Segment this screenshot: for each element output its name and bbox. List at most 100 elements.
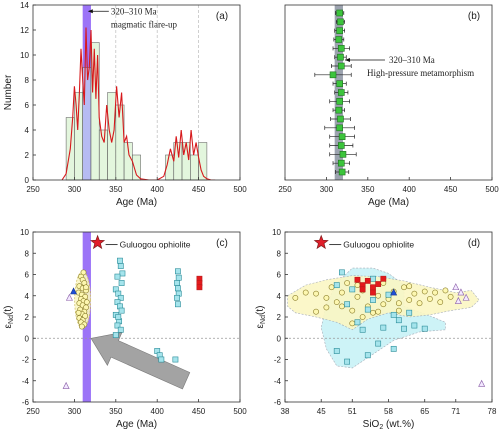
data-point-square (172, 356, 179, 363)
data-point-circle (416, 300, 423, 307)
data-point-square (333, 348, 340, 354)
data-point-circle (380, 301, 387, 308)
x-tick-label: 250 (26, 407, 40, 416)
data-point-square (411, 322, 418, 329)
data-point-square (112, 332, 119, 338)
y-label-main: ε (255, 323, 266, 328)
y-tick-label: 10 (20, 228, 29, 237)
data-point-triangle (462, 293, 470, 301)
annotation-arrowhead (344, 58, 350, 62)
x-tick-label: 500 (233, 185, 247, 194)
histogram-bar (190, 154, 199, 181)
data-point-square (158, 356, 165, 363)
x-tick-label: 350 (109, 185, 123, 194)
y-tick-label: 6 (25, 101, 30, 110)
data-point-square (370, 275, 376, 282)
data-point-square (375, 340, 382, 347)
panel-label: (c) (216, 238, 228, 249)
data-point-circle (354, 282, 361, 289)
y-axis-label: εNd(t) (255, 306, 267, 329)
x-tick-label: 350 (109, 407, 123, 416)
age-point (336, 124, 343, 132)
data-point-square (364, 352, 371, 359)
data-point-square (344, 301, 350, 308)
age-point (336, 9, 343, 17)
y-tick-label: 8 (277, 249, 282, 258)
y-tick-label: 4 (277, 292, 282, 301)
data-point-square (359, 326, 366, 333)
data-point-square (333, 282, 340, 289)
age-point (337, 115, 344, 123)
data-point-circle (395, 307, 402, 314)
density-curve (61, 27, 216, 180)
age-point (336, 80, 343, 87)
data-point-circle (406, 283, 413, 290)
annotation-text: magmatic flare-up (111, 19, 178, 29)
data-point-circle (78, 323, 85, 330)
y-label-main: ε (3, 323, 14, 328)
data-point-triangle (454, 296, 462, 304)
data-point-circle (349, 320, 356, 327)
data-point-circle (432, 289, 438, 296)
age-point (336, 27, 343, 34)
data-point-square (339, 269, 345, 276)
data-point-circle (349, 307, 356, 314)
x-tick-label: 450 (192, 407, 206, 416)
data-point-square (395, 317, 402, 324)
data-point-square (117, 257, 123, 264)
data-point-circle (80, 269, 87, 276)
data-point-square (114, 273, 121, 280)
data-point-circle (447, 293, 454, 300)
histogram-bar (82, 67, 92, 181)
age-point (338, 168, 346, 176)
data-point-circle (411, 290, 418, 297)
data-point-square (117, 326, 124, 333)
star-label: Guluogou ophiolite (120, 240, 191, 250)
x-tick-label: 450 (444, 185, 458, 194)
data-point-circle (328, 284, 335, 291)
data-point-square (196, 284, 203, 291)
x-axis-label: Age (Ma) (368, 197, 409, 208)
y-tick-label: 10 (272, 228, 281, 237)
data-point-triangle (65, 293, 73, 301)
age-point (337, 53, 344, 61)
data-point-square (175, 268, 181, 275)
x-tick-label: 400 (151, 407, 165, 416)
data-point-circle (323, 294, 330, 301)
x-tick-label: 500 (485, 185, 499, 194)
annotation-text: 320–310 Ma (389, 55, 435, 65)
y-tick-label: 6 (25, 271, 30, 280)
star-label: Guluogou ophiolite (343, 240, 414, 250)
y-tick-label: 2 (25, 313, 30, 322)
data-point-square (359, 286, 366, 293)
age-point (329, 71, 337, 79)
data-point-square (115, 314, 122, 320)
data-point-circle (437, 299, 444, 306)
x-axis-label: SiO2 (wt.%) (363, 419, 415, 431)
data-point-square (118, 307, 125, 314)
age-point (336, 98, 343, 105)
age-point (338, 133, 346, 140)
y-axis-label: εNd(t) (3, 306, 15, 329)
data-point-square (344, 358, 350, 365)
y-tick-label: 6 (277, 271, 282, 280)
data-point-circle (83, 299, 90, 306)
data-point-circle (406, 297, 413, 303)
data-point-square (370, 289, 376, 296)
y-tick-label: 2 (25, 151, 30, 160)
data-point-circle (354, 293, 361, 300)
x-tick-label: 300 (68, 407, 82, 416)
data-point-circle (339, 289, 345, 296)
y-tick-label: 8 (25, 76, 30, 85)
data-point-square (401, 325, 407, 332)
data-point-square (175, 285, 181, 292)
y-tick-label: 10 (20, 51, 29, 60)
data-point-circle (375, 292, 382, 299)
x-tick-label: 51 (348, 407, 357, 416)
y-tick-label: 2 (277, 313, 282, 322)
age-point (338, 89, 345, 96)
data-point-circle (313, 308, 319, 315)
data-point-square (370, 297, 376, 303)
x-tick-label: 300 (320, 185, 334, 194)
